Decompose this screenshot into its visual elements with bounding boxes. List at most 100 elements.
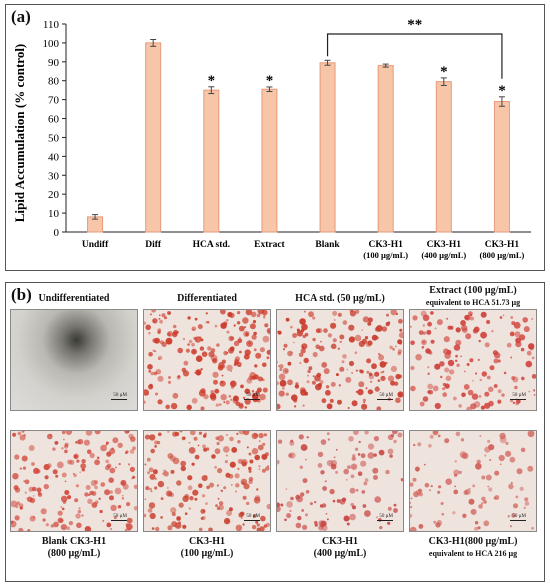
lipid-droplet (292, 333, 298, 338)
lipid-droplet (418, 330, 424, 335)
lipid-droplet (61, 447, 64, 450)
lipid-droplet (523, 326, 530, 333)
lipid-droplet (241, 481, 245, 485)
lipid-droplet (321, 398, 327, 404)
lipid-droplet (83, 439, 90, 446)
lipid-droplet (85, 431, 93, 436)
lipid-droplet (299, 318, 306, 325)
lipid-droplet (261, 377, 264, 381)
lipid-droplet (349, 487, 356, 494)
lipid-droplet (228, 395, 232, 398)
lipid-droplet (410, 340, 415, 346)
chart-axes: 0 10 20 30 40 50 60 70 80 90 100 110 (43, 19, 531, 239)
lipid-droplet (109, 490, 113, 494)
lipid-droplet (389, 345, 393, 350)
lipid-droplet (469, 358, 474, 363)
lipid-droplet (339, 334, 345, 340)
scale-bar (377, 520, 393, 521)
lipid-droplet (217, 435, 224, 442)
lipid-droplet (466, 406, 472, 410)
lipid-droplet (215, 504, 218, 507)
lipid-droplet (484, 454, 487, 457)
bar (377, 65, 394, 233)
lipid-droplet (349, 310, 354, 312)
lipid-droplet (184, 512, 188, 515)
lipid-droplet (481, 502, 484, 505)
lipid-droplet (256, 313, 261, 318)
lipid-droplet (290, 496, 294, 501)
lipid-droplet (359, 369, 363, 373)
lipid-droplet (280, 503, 284, 507)
lipid-droplet (454, 473, 458, 477)
lipid-droplet (144, 321, 146, 325)
lipid-droplet (214, 465, 217, 469)
lipid-droplet (84, 526, 92, 531)
lipid-droplet (505, 450, 512, 457)
lipid-droplet (148, 502, 156, 509)
lipid-droplet (64, 480, 67, 483)
lipid-droplet (509, 525, 513, 528)
lipid-droplet (364, 336, 369, 340)
y-tick-label: 60 (48, 114, 60, 126)
lipid-droplet (132, 446, 136, 451)
lipid-droplet (254, 364, 257, 368)
lipid-droplet (393, 503, 397, 507)
lipid-droplet (348, 336, 355, 343)
lipid-droplet (168, 376, 171, 379)
lipid-droplet (444, 367, 450, 373)
lipid-droplet (152, 318, 158, 324)
lipid-droplet (28, 445, 35, 451)
lipid-droplet (256, 523, 260, 527)
lipid-droplet (144, 463, 147, 466)
lipid-droplet (149, 434, 156, 441)
lipid-droplet (153, 371, 158, 376)
lipid-droplet (42, 518, 46, 522)
lipid-droplet (456, 363, 460, 367)
lipid-droplet (352, 505, 356, 510)
lipid-droplet (251, 432, 258, 440)
lipid-droplet (162, 472, 165, 475)
lipid-droplet (182, 370, 190, 377)
lipid-droplet (467, 389, 474, 396)
lipid-droplet (221, 374, 224, 377)
caption-title: Blank CK3-H1 (41, 536, 107, 547)
lipid-droplet (118, 462, 121, 466)
lipid-accumulation-bar-chart: 0 10 20 30 40 50 60 70 80 90 100 110 Undiff Diff * HCA… (12, 17, 531, 260)
lipid-droplet (29, 497, 36, 504)
micrograph-texture (144, 431, 270, 531)
lipid-droplet (397, 432, 403, 438)
lipid-droplet (57, 510, 63, 516)
caption-title: HCA std. (50 µg/mL) (295, 293, 385, 304)
lipid-droplet (27, 529, 31, 531)
lipid-droplet (154, 477, 157, 480)
lipid-droplet (159, 314, 161, 316)
lipid-droplet (412, 477, 417, 482)
lipid-droplet (149, 512, 156, 520)
lipid-droplet (309, 502, 313, 506)
lipid-droplet (428, 444, 432, 448)
caption-subtitle: (100 µg/mL) (180, 548, 234, 559)
lipid-droplet (157, 399, 163, 405)
lipid-droplet (362, 504, 367, 508)
bar (203, 89, 220, 233)
lipid-droplet (312, 375, 315, 378)
lipid-droplet (117, 505, 122, 509)
lipid-droplet (434, 402, 441, 410)
lipid-droplet (381, 326, 388, 332)
lipid-droplet (144, 389, 149, 396)
lipid-droplet (220, 310, 226, 315)
lipid-droplet (89, 452, 95, 459)
lipid-droplet (287, 361, 292, 366)
lipid-droplet (526, 350, 532, 356)
lipid-droplet (149, 487, 152, 491)
lipid-droplet (188, 441, 191, 444)
y-tick-label: 30 (48, 170, 60, 182)
lipid-droplet (533, 394, 536, 396)
lipid-droplet (257, 376, 263, 382)
lipid-droplet (364, 431, 369, 435)
lipid-droplet (214, 448, 221, 455)
lipid-droplet (75, 484, 79, 488)
lipid-droplet (246, 340, 253, 347)
lipid-droplet (191, 326, 197, 332)
lipid-droplet (302, 524, 308, 530)
